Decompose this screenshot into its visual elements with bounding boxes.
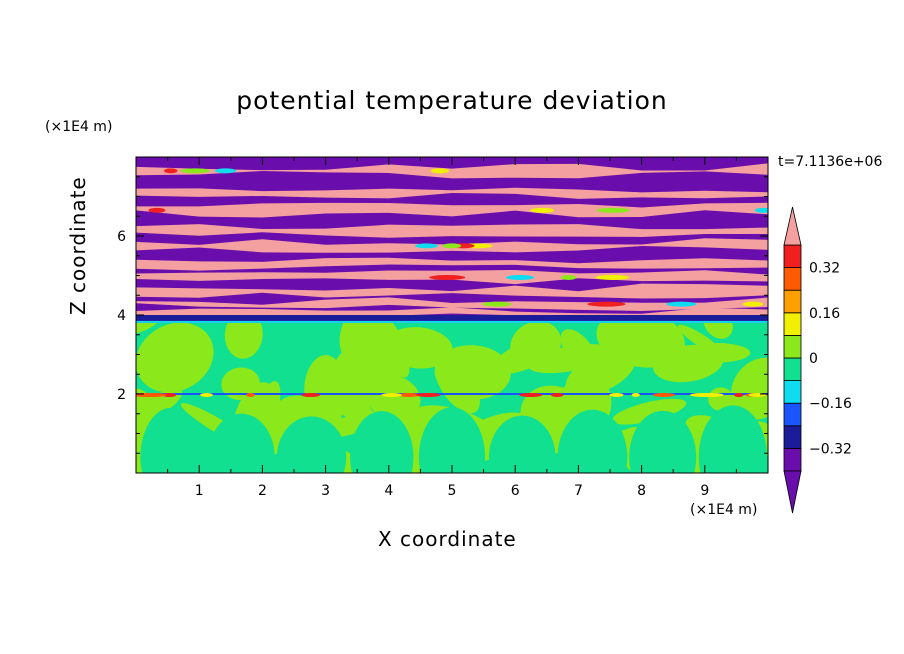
- lower-layer-patch: [435, 359, 480, 414]
- lower-layer-patch: [730, 357, 768, 420]
- colorbar-tick-label: −0.16: [809, 396, 852, 412]
- interface-streak: [162, 393, 177, 397]
- interface-streak: [381, 393, 402, 397]
- lower-layer-plume: [698, 405, 768, 473]
- colorbar-tick-label: 0.32: [809, 261, 840, 277]
- chart-title: potential temperature deviation: [236, 86, 668, 115]
- colorbar-segment: [783, 334, 802, 359]
- lower-layer-patch: [652, 344, 724, 383]
- upper-layer-band: [136, 224, 768, 238]
- colorbar-segment: [783, 267, 802, 291]
- colorbar-segment: [783, 357, 802, 382]
- upper-layer-streak: [560, 274, 577, 280]
- upper-layer-streak: [754, 207, 768, 213]
- lower-layer-plume: [629, 410, 697, 473]
- lower-layer-plume: [418, 407, 486, 473]
- lower-layer-plume: [557, 409, 628, 473]
- x-tick-label: 5: [448, 483, 457, 499]
- colorbar-extend-max: [783, 206, 802, 246]
- upper-layer-streak: [180, 168, 210, 174]
- y-tick-label: 4: [117, 308, 126, 324]
- upper-layer-streak: [742, 301, 764, 307]
- x-axis-unit: (×1E4 m): [690, 502, 758, 518]
- upper-layer-band: [136, 257, 768, 271]
- upper-layer-streak: [666, 301, 697, 307]
- colorbar-segment: [783, 244, 802, 269]
- time-label: t=7.1136e+06: [778, 154, 883, 170]
- interface-streak: [700, 393, 724, 397]
- colorbar-segment: [783, 380, 802, 404]
- interface-streak: [734, 393, 744, 397]
- lower-layer-patch: [596, 309, 685, 368]
- upper-layer-band: [136, 283, 768, 299]
- lower-layer-plume: [207, 413, 275, 473]
- interface-streak: [652, 393, 676, 397]
- upper-layer-streak: [214, 168, 236, 174]
- x-tick-label: 6: [511, 483, 520, 499]
- upper-layer-streak: [415, 243, 438, 249]
- lower-layer-plume: [350, 411, 414, 473]
- upper-layer-streak: [164, 168, 178, 174]
- y-axis-unit: (×1E4 m): [45, 119, 113, 135]
- colorbar-segment: [783, 312, 802, 336]
- lower-layer-patch: [560, 329, 597, 370]
- x-tick-label: 8: [637, 483, 646, 499]
- lower-layer-patch: [383, 327, 453, 369]
- lower-layer-patch: [365, 375, 421, 421]
- upper-layer-streak: [505, 274, 535, 280]
- upper-layer-streak: [429, 274, 466, 280]
- x-tick-label: 4: [384, 483, 393, 499]
- upper-layer-band: [136, 202, 768, 218]
- lower-layer-plume: [140, 407, 202, 473]
- colorbar-tick-label: −0.32: [809, 441, 852, 457]
- colorbar: 0.32 0.16 0 −0.16 −0.32: [783, 206, 852, 514]
- upper-layer-streak: [587, 301, 626, 307]
- colorbar-segment: [783, 289, 802, 314]
- lower-layer-patch: [612, 398, 687, 425]
- interface-streak: [200, 393, 213, 397]
- x-tick-label: 1: [195, 483, 204, 499]
- colorbar-segment: [783, 447, 802, 472]
- colorbar-tick-label: 0.16: [809, 306, 840, 322]
- interface-streak: [415, 393, 441, 397]
- lower-layer-patch: [136, 389, 183, 439]
- colorbar-segment: [783, 425, 802, 449]
- upper-layer-streak: [530, 207, 555, 213]
- interface-streak: [246, 393, 255, 397]
- x-tick-label: 9: [700, 483, 709, 499]
- x-tick-label: 2: [258, 483, 267, 499]
- y-tick-label: 6: [117, 229, 126, 245]
- upper-layer-streak: [595, 274, 630, 280]
- interface-streak: [609, 393, 624, 397]
- interface-streak: [631, 393, 640, 397]
- upper-layer-streak: [148, 207, 166, 213]
- lower-layer-patch: [136, 322, 214, 393]
- x-tick-label: 7: [574, 483, 583, 499]
- upper-layer-streak: [482, 301, 512, 307]
- upper-layer-band: [136, 163, 768, 179]
- interface-streak: [519, 393, 543, 397]
- interface-band: [136, 315, 768, 321]
- interface-streak: [550, 393, 564, 397]
- colorbar-segment: [783, 402, 802, 427]
- upper-layer-band: [136, 297, 768, 311]
- y-tick-label: 2: [117, 387, 126, 403]
- interface-streak: [398, 393, 420, 397]
- upper-layer-streak: [442, 243, 462, 249]
- x-axis-label: X coordinate: [378, 527, 517, 551]
- upper-layer-streak: [430, 168, 450, 174]
- heatmap-field: [136, 157, 768, 473]
- colorbar-tick-label: 0: [809, 351, 818, 367]
- lower-layer-patch: [494, 339, 553, 374]
- interface-streak: [301, 393, 320, 397]
- upper-layer-band: [136, 187, 768, 199]
- x-tick-label: 3: [321, 483, 330, 499]
- colorbar-extend-min: [783, 470, 802, 514]
- lower-layer-plume: [276, 416, 347, 473]
- interface-band: [136, 320, 768, 323]
- upper-layer-streak: [596, 207, 630, 213]
- lower-layer-plume: [488, 415, 556, 473]
